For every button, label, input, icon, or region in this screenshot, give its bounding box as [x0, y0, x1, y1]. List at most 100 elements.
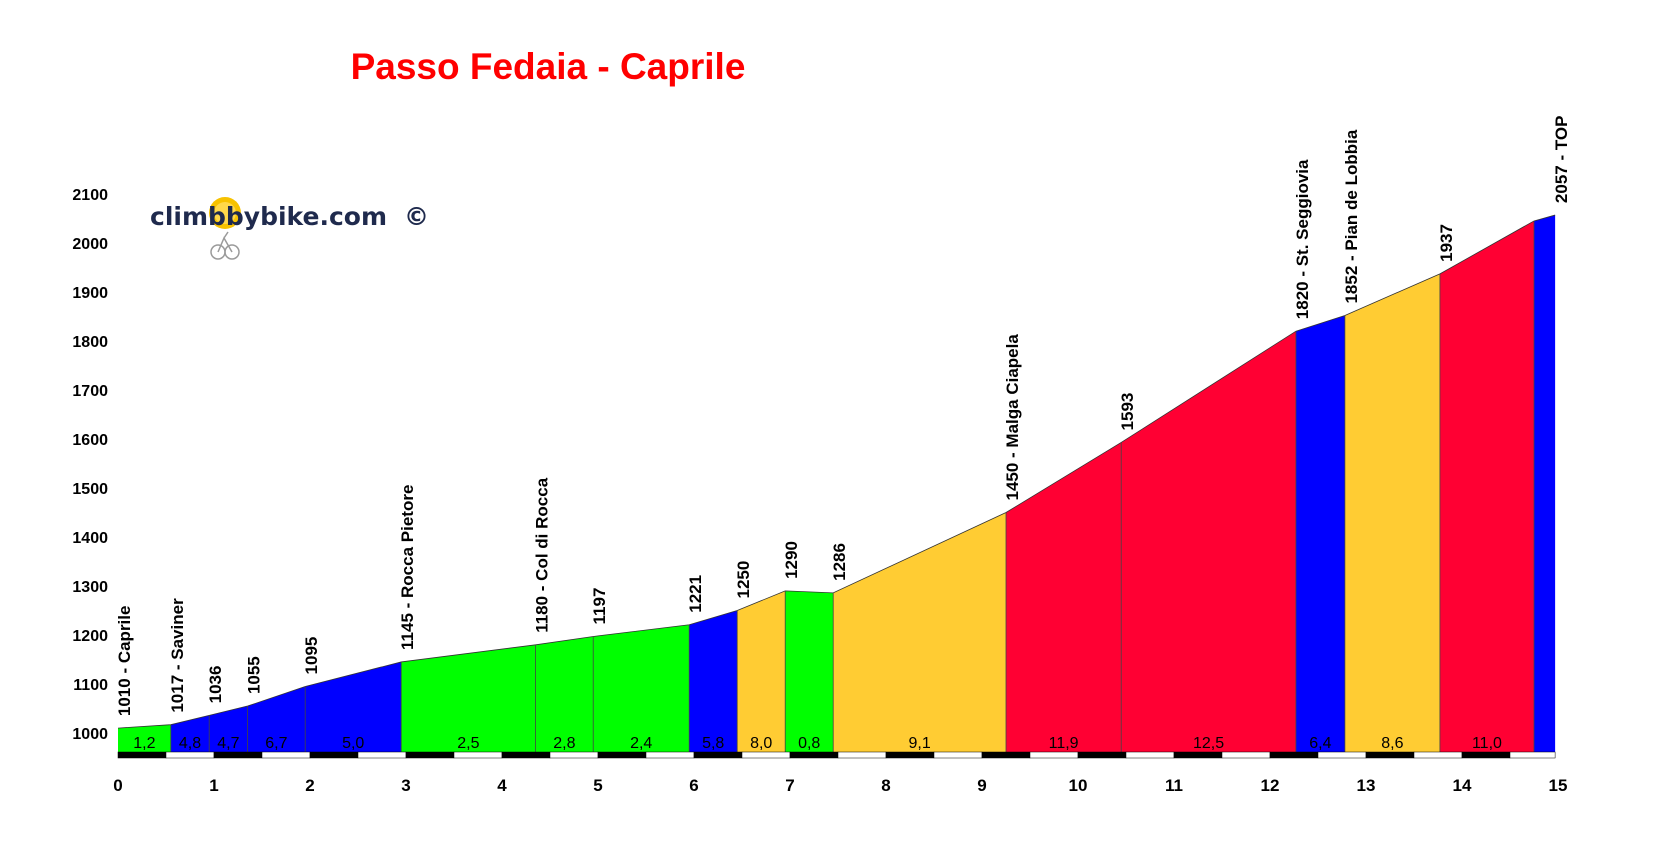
y-tick-label: 1100 — [73, 677, 108, 694]
km-bar-segment — [1269, 751, 1319, 759]
km-bar-segment — [1365, 751, 1415, 759]
x-axis: 0 1 2 3 4 5 6 7 8 9 10 11 12 13 14 15 — [113, 776, 1567, 795]
profile-segment — [785, 590, 834, 752]
x-tick-label: 12 — [1261, 776, 1280, 795]
grade-label: 4,7 — [217, 735, 239, 752]
km-bar-segment — [789, 751, 839, 759]
y-tick-label: 1200 — [72, 628, 108, 645]
km-bar-segment — [1125, 751, 1175, 759]
km-bar-segment — [693, 751, 743, 759]
waypoint-label: 1010 - Caprile — [115, 606, 134, 717]
y-tick-label: 1600 — [72, 432, 108, 449]
grade-label: 1,2 — [133, 735, 155, 752]
km-bar-segment — [1029, 751, 1079, 759]
km-bar-segment — [1221, 751, 1271, 759]
km-bar-segment — [885, 751, 935, 759]
grade-label: 6,4 — [1309, 735, 1331, 752]
grade-label: 8,0 — [750, 735, 772, 752]
x-tick-label: 1 — [209, 776, 218, 795]
grade-label: 5,0 — [342, 735, 364, 752]
grade-labels: 1,2 4,8 4,7 6,7 5,0 2,5 2,8 2,4 5,8 8,0 0,8 9,1 11,9… — [133, 735, 1502, 752]
cyclist-sun-icon — [209, 197, 241, 260]
km-bar-segment — [117, 751, 167, 759]
profile-segment — [209, 706, 248, 752]
km-bar-segment — [1317, 751, 1367, 759]
waypoint-label: 1593 — [1118, 393, 1137, 431]
km-bar-segment — [165, 751, 215, 759]
waypoint-label: 1055 — [245, 656, 264, 694]
km-bar-segment — [453, 751, 503, 759]
km-bar-segment — [501, 751, 551, 759]
waypoint-label: 1820 - St. Seggiovia — [1293, 159, 1312, 319]
waypoint-label: 1852 - Pian de Lobbia — [1342, 129, 1361, 303]
y-tick-label: 1300 — [72, 579, 108, 596]
grade-label: 12,5 — [1193, 735, 1224, 752]
km-bar-segment — [1173, 751, 1223, 759]
x-tick-label: 4 — [497, 776, 507, 795]
grade-label: 5,8 — [702, 735, 724, 752]
km-bar-segment — [1461, 751, 1511, 759]
waypoint-label: 1180 - Col di Rocca — [533, 477, 552, 632]
waypoint-label: 1197 — [590, 588, 609, 625]
profile-segment — [401, 644, 536, 752]
waypoint-label: 1937 — [1437, 224, 1456, 262]
profile-segment — [1295, 315, 1345, 752]
profile-segment — [737, 590, 786, 752]
y-tick-label: 1500 — [72, 481, 108, 498]
waypoint-label: 1145 - Rocca Pietore — [398, 485, 417, 650]
grade-label: 6,7 — [265, 735, 287, 752]
x-tick-label: 7 — [785, 776, 794, 795]
y-tick-label: 1700 — [72, 383, 108, 400]
y-tick-label: 1400 — [72, 530, 108, 547]
profile-segments — [118, 215, 1556, 752]
waypoint-labels: 1010 - Caprile 1017 - Saviner 1036 1055 1095… — [115, 115, 1571, 716]
x-tick-label: 0 — [113, 776, 122, 795]
grade-label: 11,9 — [1049, 735, 1079, 752]
km-bar-segment — [549, 751, 599, 759]
km-bar-segment — [741, 751, 791, 759]
profile-segment — [118, 724, 171, 752]
profile-segment — [1006, 442, 1122, 752]
profile-segment — [535, 636, 594, 752]
x-tick-label: 5 — [593, 776, 602, 795]
y-tick-label: 2100 — [72, 187, 108, 204]
waypoint-label: 1095 — [302, 637, 321, 675]
grade-label: 2,4 — [630, 735, 652, 752]
watermark-copyright: © — [404, 202, 429, 231]
km-bar-segment — [1413, 751, 1463, 759]
waypoint-label: 1017 - Saviner — [168, 598, 187, 713]
segment-dividers — [117, 214, 1556, 752]
chart-title: Passo Fedaia - Caprile — [351, 46, 746, 87]
profile-segment — [305, 661, 402, 752]
km-bar-segment — [357, 751, 407, 759]
x-tick-label: 6 — [689, 776, 698, 795]
profile-segment — [833, 512, 1006, 752]
waypoint-label: 2057 - TOP — [1552, 115, 1571, 203]
profile-segment — [1121, 331, 1296, 752]
profile-segment — [689, 610, 738, 752]
km-bar-segment — [645, 751, 695, 759]
profile-segment — [593, 624, 690, 752]
km-bar-segment — [837, 751, 887, 759]
profile-segment — [247, 686, 306, 752]
km-bar-segment — [1509, 751, 1556, 759]
waypoint-label: 1286 — [830, 543, 849, 581]
waypoint-label: 1290 — [782, 541, 801, 579]
grade-label: 11,0 — [1472, 735, 1502, 752]
grade-label: 4,8 — [179, 735, 201, 752]
grade-label: 9,1 — [908, 735, 930, 752]
x-tick-label: 3 — [401, 776, 410, 795]
km-bar-segment — [213, 751, 263, 759]
x-tick-label: 2 — [305, 776, 314, 795]
y-tick-label: 1800 — [72, 334, 108, 351]
y-tick-label: 1900 — [72, 285, 108, 302]
x-tick-label: 11 — [1165, 776, 1183, 795]
km-bar-segment — [981, 751, 1031, 759]
x-tick-label: 13 — [1357, 776, 1376, 795]
km-bar-segment — [405, 751, 455, 759]
grade-label: 2,8 — [553, 735, 575, 752]
profile-segment — [170, 715, 210, 752]
km-bar — [117, 751, 1556, 759]
km-bar-segment — [597, 751, 647, 759]
